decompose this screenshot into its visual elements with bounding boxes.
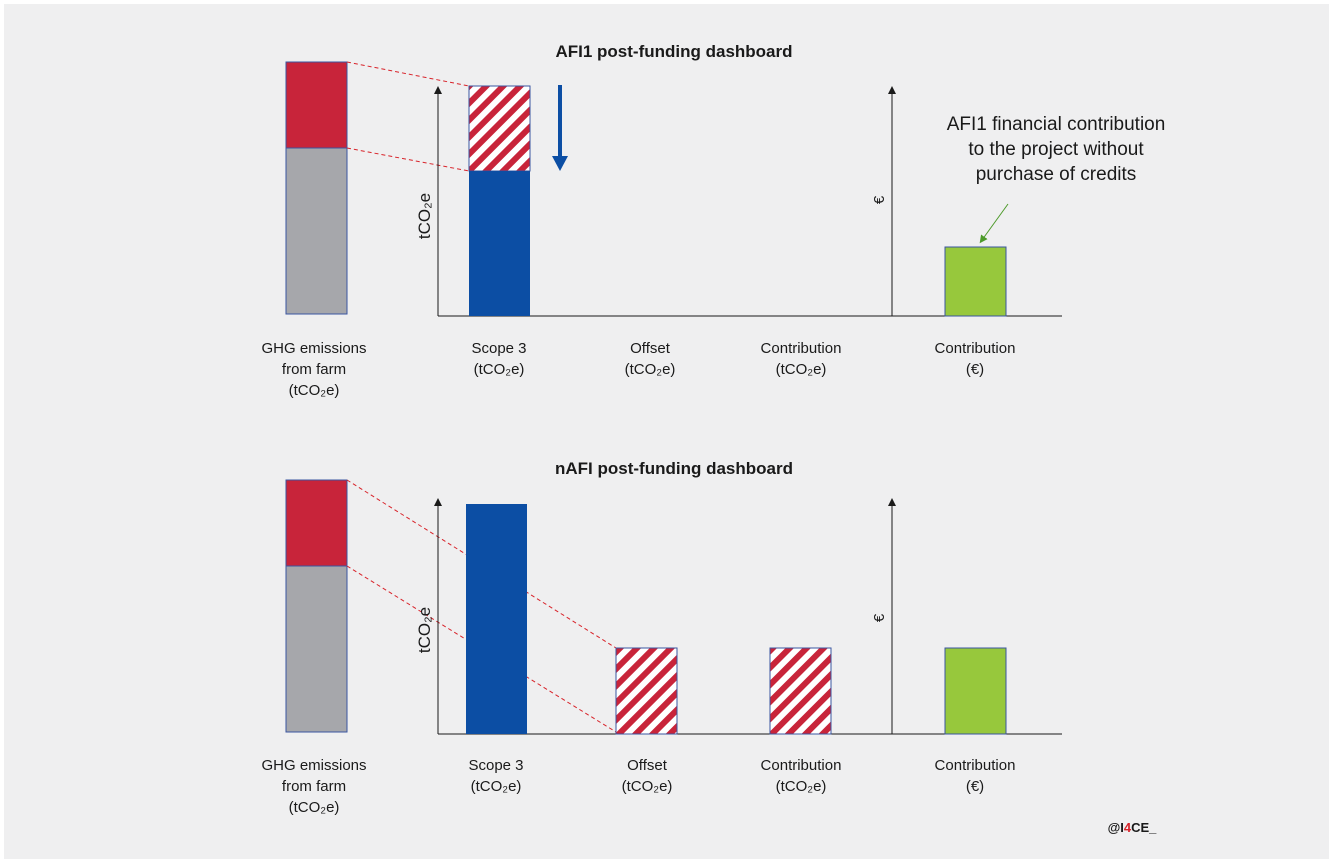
top-y-label-right: € (871, 195, 888, 204)
top-cat-contribution-eur-2: (€) (966, 361, 984, 378)
bottom-scope3-bar (466, 504, 527, 734)
top-farm-label-3: (tCO₂e) (289, 382, 340, 399)
top-connector-upper (346, 61, 470, 87)
bottom-farm-label-2: from farm (282, 778, 346, 795)
credit-handle: @I4CE_ (1108, 820, 1158, 835)
top-farm-label-2: from farm (282, 361, 346, 378)
bottom-y-label-right: € (871, 613, 888, 622)
top-annotation-line-1: AFI1 financial contribution (947, 114, 1166, 135)
top-cat-offset-2: (tCO₂e) (625, 361, 676, 378)
bottom-cat-contribution-eur-2: (€) (966, 778, 984, 795)
credit-highlight: 4 (1124, 820, 1132, 835)
bottom-farm-red-segment (285, 479, 348, 567)
top-down-arrow-head (552, 156, 568, 171)
top-cat-offset-1: Offset (630, 340, 671, 357)
bottom-cat-offset-1: Offset (627, 757, 668, 774)
bottom-cat-scope3-2: (tCO₂e) (471, 778, 522, 795)
top-panel: AFI1 post-funding dashboard tCO₂e € AFI1… (261, 42, 1165, 399)
bottom-cat-offset-2: (tCO₂e) (622, 778, 673, 795)
top-connector-lower (346, 147, 470, 172)
bottom-cat-contribution-t-1: Contribution (761, 757, 842, 774)
top-annotation-line-2: to the project without (968, 139, 1144, 160)
credit-prefix: @I (1108, 820, 1124, 835)
bottom-contribution-euro-bar (944, 647, 1007, 735)
top-title: AFI1 post-funding dashboard (555, 42, 792, 61)
top-contribution-euro-bar (944, 246, 1007, 317)
top-cat-contribution-t-1: Contribution (761, 340, 842, 357)
top-cat-scope3-1: Scope 3 (471, 340, 526, 357)
bottom-farm-label-3: (tCO₂e) (289, 799, 340, 816)
top-cat-contribution-t-2: (tCO₂e) (776, 361, 827, 378)
top-scope3-bar (469, 171, 530, 316)
bottom-contribution-t-bar (769, 647, 832, 735)
bottom-y-label-left: tCO₂e (415, 607, 434, 653)
top-cat-contribution-eur-1: Contribution (935, 340, 1016, 357)
top-annotation-arrow (979, 203, 1009, 244)
bottom-connector-lower (346, 565, 617, 733)
bottom-connector-upper (346, 479, 617, 649)
top-y-label-left: tCO₂e (415, 193, 434, 239)
bottom-cat-scope3-1: Scope 3 (468, 757, 523, 774)
top-farm-label-1: GHG emissions (261, 340, 366, 357)
bottom-offset-bar (615, 647, 678, 735)
bottom-farm-label-1: GHG emissions (261, 757, 366, 774)
bottom-title: nAFI post-funding dashboard (555, 459, 793, 478)
bottom-panel: nAFI post-funding dashboard tCO₂e € GHG … (261, 459, 1062, 816)
bottom-farm-grey-segment (285, 565, 348, 733)
top-farm-red-segment (285, 61, 348, 149)
diagram-svg: AFI1 post-funding dashboard tCO₂e € AFI1… (261, 42, 1165, 835)
diagram-canvas: AFI1 post-funding dashboard tCO₂e € AFI1… (4, 4, 1329, 859)
top-scope3-hatched-segment (468, 85, 531, 172)
bottom-cat-contribution-eur-1: Contribution (935, 757, 1016, 774)
credit-suffix: CE_ (1131, 820, 1157, 835)
top-farm-grey-segment (285, 147, 348, 315)
bottom-cat-contribution-t-2: (tCO₂e) (776, 778, 827, 795)
top-cat-scope3-2: (tCO₂e) (474, 361, 525, 378)
top-annotation-line-3: purchase of credits (976, 164, 1137, 185)
